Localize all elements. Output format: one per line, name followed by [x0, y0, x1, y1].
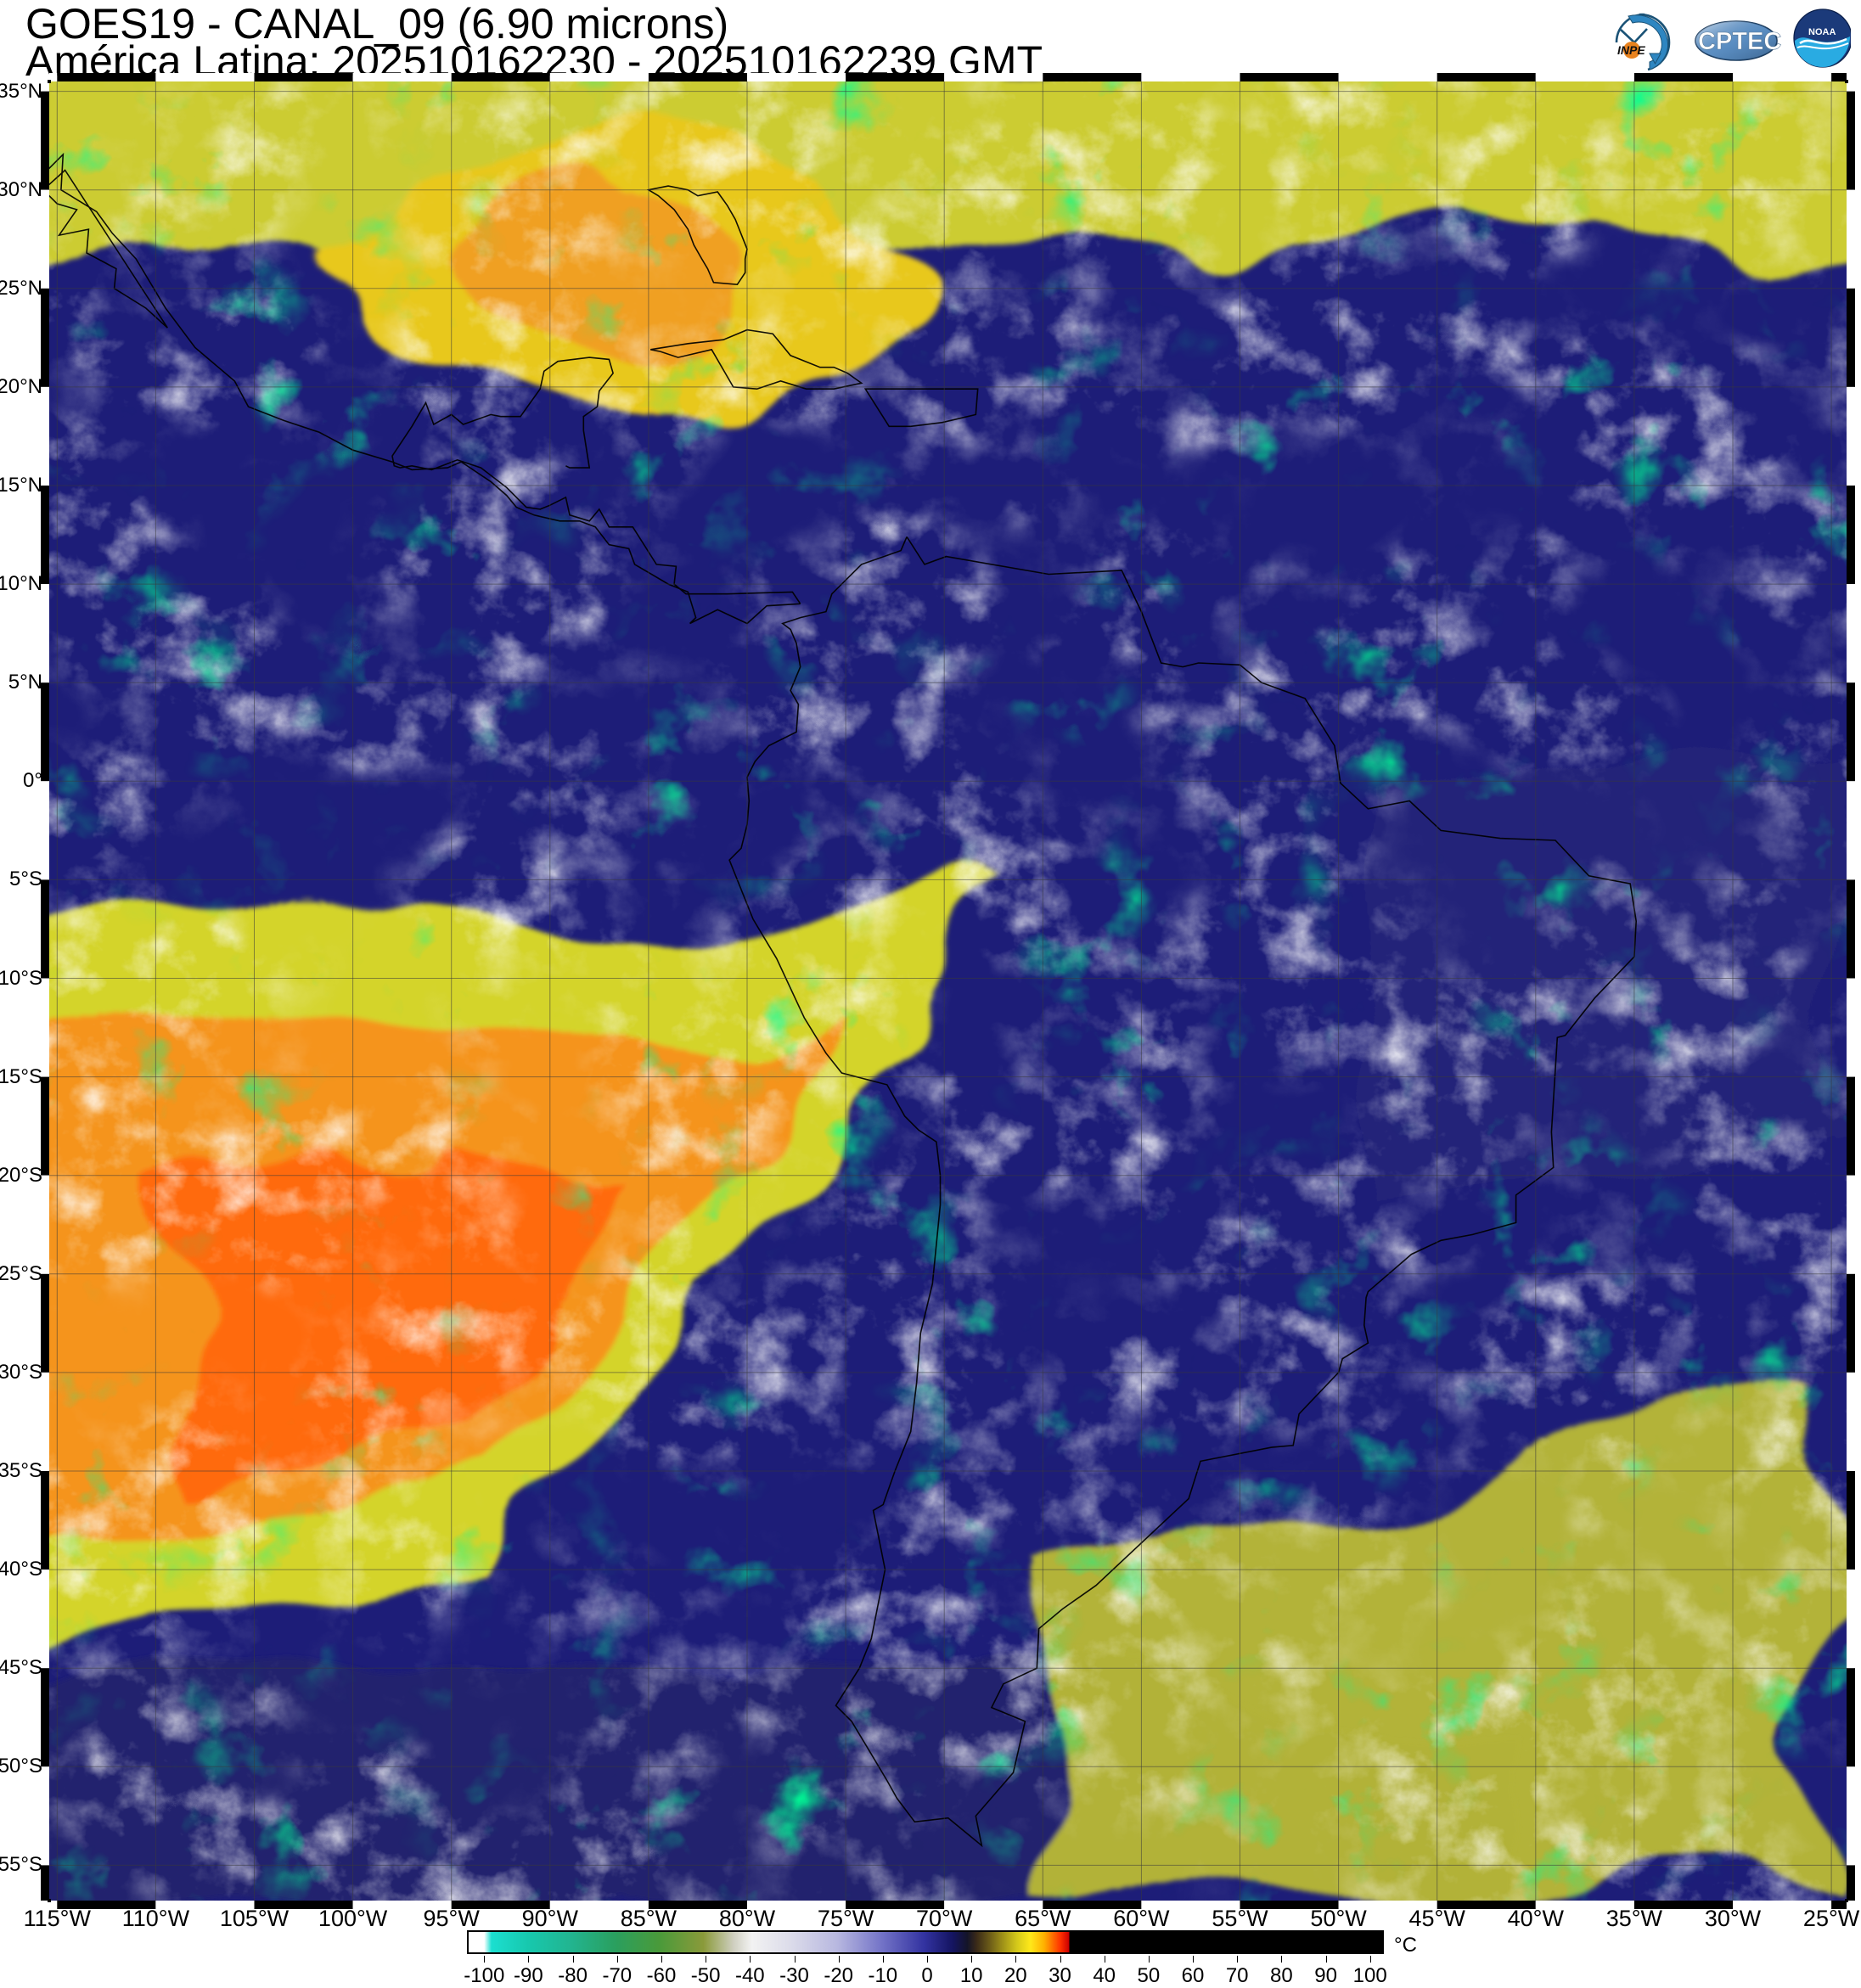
svg-text:INPE: INPE	[1617, 43, 1645, 57]
svg-text:NOAA: NOAA	[1808, 27, 1836, 37]
svg-text:CPTEC: CPTEC	[1698, 28, 1781, 55]
